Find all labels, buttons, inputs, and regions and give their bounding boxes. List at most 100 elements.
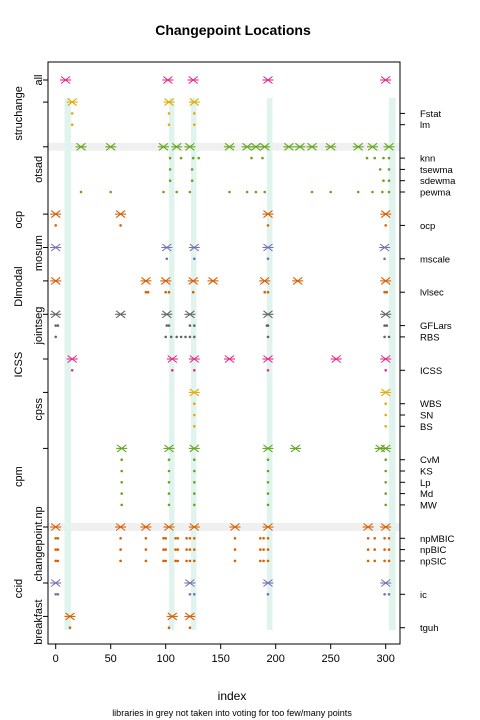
consensus-band (266, 98, 273, 630)
method-point (191, 156, 195, 160)
method-point (120, 503, 123, 507)
method-point (56, 548, 60, 551)
changepoint-marker (380, 523, 392, 531)
method-point (54, 224, 57, 227)
method-label: CvM (420, 455, 440, 466)
library-label: mosum (33, 235, 45, 271)
method-label: Md (420, 489, 433, 500)
method-point (179, 156, 183, 160)
library-label: ICSS (13, 352, 25, 378)
method-point (56, 593, 60, 596)
method-point (383, 324, 386, 327)
method-point (233, 548, 237, 551)
x-axis-label: index (218, 689, 247, 703)
changepoint-marker (160, 276, 172, 285)
changepoint-marker (383, 142, 395, 151)
method-point (120, 481, 123, 484)
library-label: breakfast (33, 599, 45, 644)
method-point (188, 626, 192, 629)
method-point (365, 156, 369, 160)
method-point (383, 257, 386, 261)
method-point (266, 503, 270, 507)
method-point (384, 492, 388, 495)
changepoint-marker (188, 444, 200, 453)
method-point (167, 123, 171, 126)
method-point (68, 626, 72, 629)
changepoint-marker (75, 142, 87, 151)
method-point (54, 324, 57, 327)
method-point (371, 190, 374, 194)
changepoint-marker (166, 355, 178, 363)
method-point (263, 290, 267, 294)
method-point (193, 112, 196, 115)
method-point (387, 537, 391, 540)
plot-frame (47, 61, 401, 645)
library-label: ocp (13, 211, 25, 229)
changepoint-marker (66, 355, 78, 363)
method-point (266, 469, 270, 473)
changepoint-marker (188, 355, 200, 363)
method-point (176, 559, 180, 563)
method-point (266, 537, 270, 540)
method-point (373, 548, 377, 551)
method-label: GFLars (420, 321, 452, 332)
method-label: lvlsec (420, 288, 444, 299)
method-point (266, 369, 270, 372)
consensus-band (389, 98, 396, 630)
changepoint-marker (380, 355, 392, 363)
method-point (384, 503, 388, 507)
changepoint-marker (60, 76, 72, 84)
method-point (119, 224, 122, 227)
method-point (387, 548, 391, 551)
method-point (262, 548, 265, 551)
method-label: ic (420, 590, 427, 601)
method-point (254, 190, 258, 194)
library-label: jointseg (33, 307, 45, 346)
changepoint-marker (161, 243, 173, 252)
method-point (188, 324, 192, 327)
method-point (56, 559, 60, 563)
method-point (383, 593, 386, 596)
changepoint-marker (50, 276, 62, 285)
changepoint-marker (50, 310, 62, 319)
method-point (381, 190, 384, 194)
method-point (176, 537, 180, 540)
method-point (193, 257, 196, 261)
plot-area (47, 61, 401, 645)
method-point (190, 179, 194, 182)
method-point (378, 168, 382, 171)
method-point (162, 548, 165, 551)
method-point (167, 324, 171, 327)
method-label: tguh (420, 623, 439, 634)
x-tick-label: 200 (267, 653, 285, 665)
method-point (193, 481, 196, 484)
method-point (193, 324, 196, 327)
method-point (266, 290, 270, 294)
method-point (233, 559, 237, 563)
library-label: cpm (13, 466, 25, 487)
method-point (266, 492, 270, 495)
method-point (168, 156, 172, 160)
changepoint-marker (184, 579, 196, 587)
changepoint-marker (262, 243, 274, 252)
library-label: ccid (13, 579, 25, 599)
changepoint-marker (229, 523, 241, 531)
changepoint-marker (352, 142, 364, 151)
changepoint-marker (188, 243, 200, 252)
method-point (387, 168, 391, 171)
method-point (387, 179, 391, 182)
changepoint-marker (262, 579, 274, 587)
method-label: pewma (420, 188, 451, 199)
method-point (54, 593, 57, 596)
method-point (165, 257, 169, 261)
changepoint-marker (262, 355, 274, 363)
method-label: mscale (420, 254, 450, 265)
method-label: Fstat (420, 109, 441, 120)
method-label: lm (420, 120, 430, 131)
changepoint-marker (380, 276, 392, 285)
method-point (387, 593, 391, 596)
changepoint-marker (262, 444, 274, 453)
changepoint-marker (294, 142, 306, 151)
method-point (193, 492, 196, 495)
changepoint-marker (105, 142, 117, 151)
